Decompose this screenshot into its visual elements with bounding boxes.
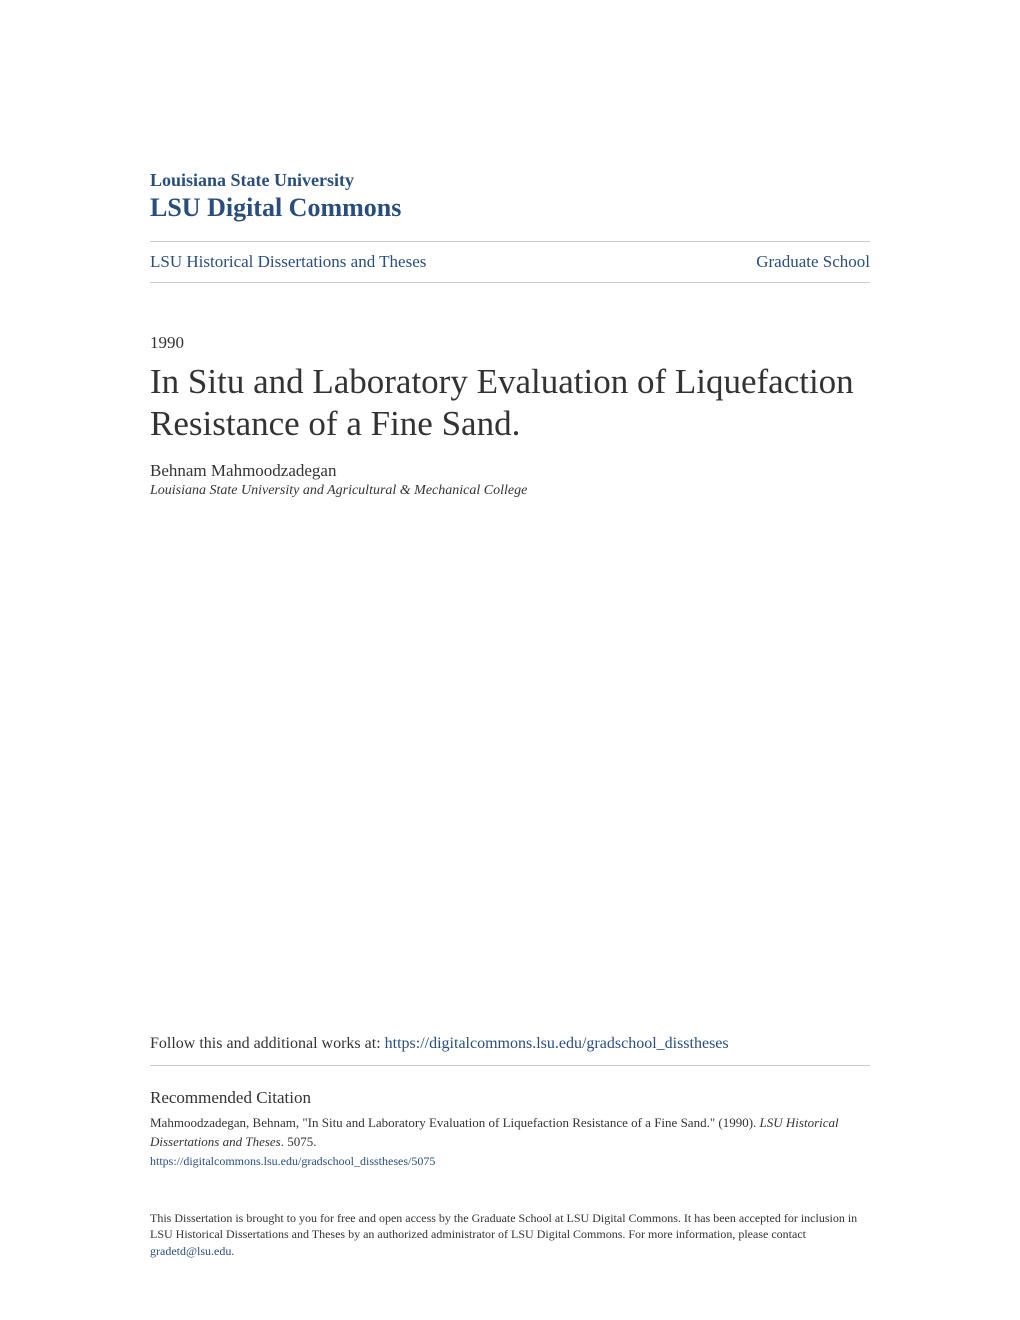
content-spacer [150,499,870,1035]
citation-heading: Recommended Citation [150,1088,870,1108]
author-affiliation: Louisiana State University and Agricultu… [150,483,870,499]
collection-link[interactable]: LSU Historical Dissertations and Theses [150,252,426,272]
institution-name: Louisiana State University [150,170,870,191]
page-container: Louisiana State University LSU Digital C… [0,0,1020,1320]
footer-body: This Dissertation is brought to you for … [150,1211,857,1242]
follow-prefix: Follow this and additional works at: [150,1035,385,1052]
footer-suffix: . [231,1244,234,1258]
header-block: Louisiana State University LSU Digital C… [150,170,870,241]
author-name: Behnam Mahmoodzadegan [150,461,870,481]
repository-name: LSU Digital Commons [150,193,870,223]
school-link[interactable]: Graduate School [756,252,870,272]
nav-bar: LSU Historical Dissertations and Theses … [150,241,870,283]
document-title: In Situ and Laboratory Evaluation of Liq… [150,361,870,445]
citation-text: Mahmoodzadegan, Behnam, "In Situ and Lab… [150,1114,870,1169]
follow-url-link[interactable]: https://digitalcommons.lsu.edu/gradschoo… [385,1035,729,1052]
citation-url-link[interactable]: https://digitalcommons.lsu.edu/gradschoo… [150,1153,870,1170]
publication-year: 1990 [150,333,870,353]
footer-email-link[interactable]: gradetd@lsu.edu [150,1244,231,1258]
citation-part1: Mahmoodzadegan, Behnam, "In Situ and Lab… [150,1115,760,1130]
follow-section: Follow this and additional works at: htt… [150,1035,870,1066]
citation-part2: . 5075. [281,1134,317,1149]
footer-text: This Dissertation is brought to you for … [150,1210,870,1260]
